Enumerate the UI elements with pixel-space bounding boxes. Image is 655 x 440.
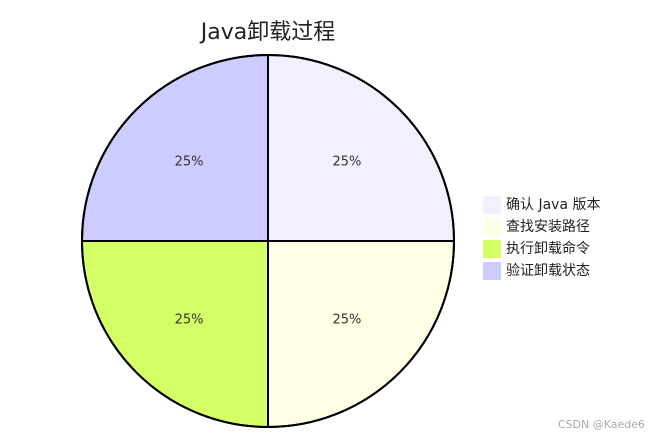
watermark: CSDN @Kaede6 xyxy=(558,418,645,431)
legend-swatch xyxy=(483,218,501,236)
value-label: 25% xyxy=(332,155,361,170)
legend-swatch xyxy=(483,240,501,258)
value-label: 25% xyxy=(175,312,204,327)
legend-label: 执行卸载命令 xyxy=(506,240,590,257)
legend-label: 确认 Java 版本 xyxy=(506,197,600,213)
pie-outline xyxy=(81,54,455,428)
legend-label: 查找安装路径 xyxy=(506,219,590,235)
legend-swatch xyxy=(483,196,501,214)
value-label: 25% xyxy=(332,312,361,327)
legend-swatch xyxy=(483,262,501,280)
legend-label: 验证卸载状态 xyxy=(506,263,590,279)
value-label: 25% xyxy=(175,155,204,170)
chart-title: Java卸载过程 xyxy=(199,20,335,45)
